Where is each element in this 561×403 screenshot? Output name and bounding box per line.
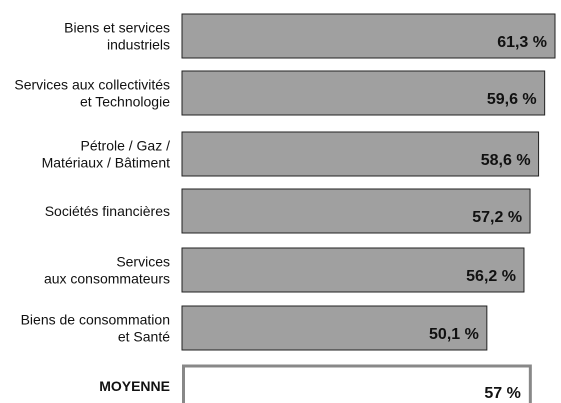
category-label: Services aux collectivités et Technologie: [14, 77, 170, 110]
bar: [181, 188, 531, 234]
bar: [181, 13, 556, 59]
category-label: Services aux consommateurs: [44, 254, 170, 287]
category-label: MOYENNE: [99, 378, 170, 394]
bar: [181, 131, 540, 177]
category-label: Pétrole / Gaz / Matériaux / Bâtiment: [42, 138, 170, 171]
average-value-label: 57 %: [484, 385, 520, 402]
value-label: 57,2 %: [472, 209, 522, 226]
value-label: 58,6 %: [481, 152, 531, 169]
value-label: 61,3 %: [497, 34, 547, 51]
category-label: Biens et services industriels: [64, 20, 170, 53]
bar: [181, 305, 488, 351]
category-label: Biens de consommation et Santé: [21, 312, 171, 345]
value-label: 59,6 %: [487, 91, 537, 108]
bar: [181, 70, 546, 116]
value-label: 50,1 %: [429, 326, 479, 343]
category-label: Sociétés financières: [45, 203, 170, 219]
bar: [181, 247, 525, 293]
average-bar: [182, 364, 532, 403]
value-label: 56,2 %: [466, 268, 516, 285]
